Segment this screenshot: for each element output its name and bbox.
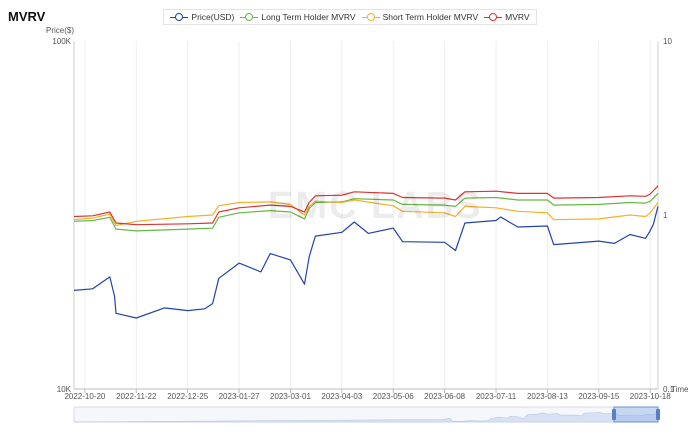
x-tick-label: 2022-10-20 bbox=[64, 392, 105, 401]
x-tick-label: 2023-08-13 bbox=[527, 392, 568, 401]
legend-item-sth-mvrv[interactable]: Short Term Holder MVRV bbox=[361, 12, 479, 22]
zoom-slider-left-handle[interactable] bbox=[612, 409, 616, 420]
y-tick-label-right: 10 bbox=[663, 37, 672, 46]
x-tick-label: 2023-06-08 bbox=[424, 392, 465, 401]
series-line-price-usd bbox=[73, 206, 659, 319]
x-tick-label: 2023-03-01 bbox=[270, 392, 311, 401]
y-axis-left-title: Price($) bbox=[46, 26, 74, 35]
x-tick-label: 2023-07-11 bbox=[476, 392, 517, 401]
x-tick-label: 2023-01-27 bbox=[219, 392, 260, 401]
legend-item-lth-mvrv[interactable]: Long Term Holder MVRV bbox=[240, 12, 356, 22]
chart-title: MVRV bbox=[8, 9, 46, 24]
legend-label: MVRV bbox=[505, 12, 530, 22]
zoom-slider-window[interactable] bbox=[613, 406, 659, 423]
watermark: EMC LABS bbox=[268, 185, 483, 227]
x-tick-label: 2023-10-18 bbox=[630, 392, 671, 401]
series-line-short-term-holder-mvrv bbox=[73, 199, 659, 227]
legend-item-price[interactable]: Price(USD) bbox=[170, 12, 234, 22]
zoom-slider-preview bbox=[73, 410, 659, 423]
y-tick-label-left: 100K bbox=[52, 37, 71, 46]
y-tick-label-right: 0.1 bbox=[663, 385, 675, 394]
y-tick-label-right: 1 bbox=[663, 211, 668, 220]
x-tick-label: 2023-04-03 bbox=[321, 392, 362, 401]
series-line-long-term-holder-mvrv bbox=[73, 192, 659, 232]
x-tick-label: 2022-11-22 bbox=[116, 392, 157, 401]
x-axis-title: Time bbox=[671, 385, 689, 394]
series-line-mvrv bbox=[73, 185, 659, 226]
x-tick-label: 2022-12-25 bbox=[167, 392, 208, 401]
legend-label: Short Term Holder MVRV bbox=[382, 12, 479, 22]
legend-marker-icon bbox=[170, 13, 189, 21]
legend-item-mvrv[interactable]: MVRV bbox=[484, 12, 530, 22]
legend-marker-icon bbox=[361, 13, 380, 21]
legend-marker-icon bbox=[240, 13, 259, 21]
y-tick-label-left: 10K bbox=[57, 385, 72, 394]
zoom-slider-right-handle[interactable] bbox=[656, 409, 660, 420]
legend-marker-icon bbox=[484, 13, 503, 21]
x-tick-label: 2023-09-15 bbox=[578, 392, 619, 401]
legend: Price(USD) Long Term Holder MVRV Short T… bbox=[0, 8, 700, 26]
x-tick-label: 2023-05-06 bbox=[373, 392, 414, 401]
legend-label: Long Term Holder MVRV bbox=[261, 12, 356, 22]
legend-label: Price(USD) bbox=[191, 12, 235, 22]
